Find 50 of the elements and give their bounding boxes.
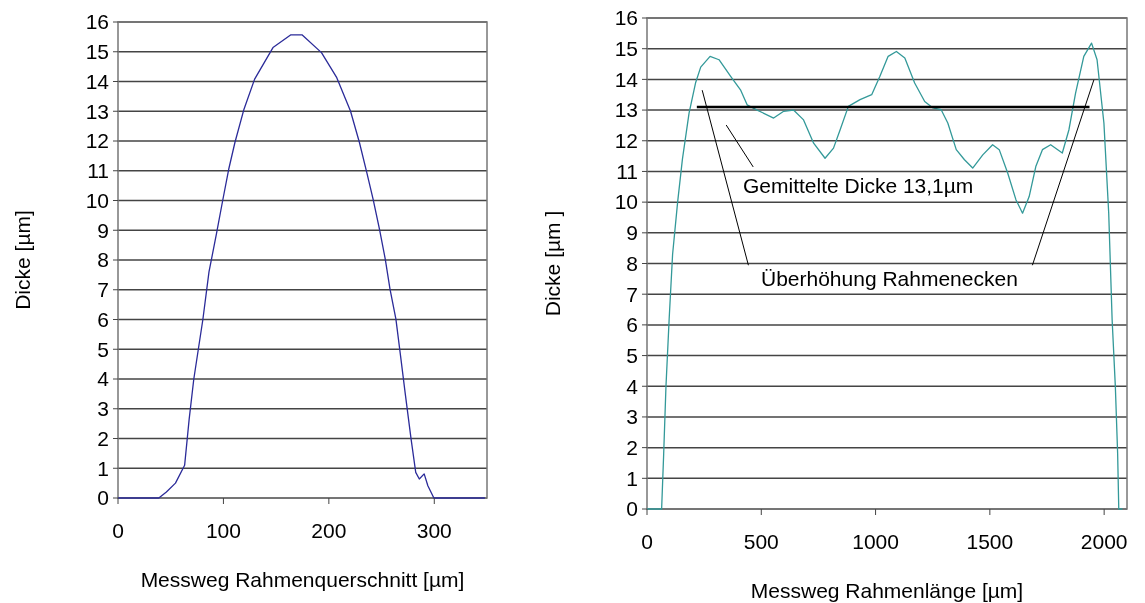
y-tick-label: 4 [626, 374, 639, 398]
y-tick-label: 7 [97, 278, 109, 302]
y-tick-label: 12 [85, 129, 109, 153]
y-tick-label: 10 [85, 188, 109, 212]
y-tick-label: 1 [97, 456, 109, 480]
y-tick-label: 1 [626, 466, 638, 490]
y-tick-label: 16 [85, 10, 109, 34]
x-tick-label: 0 [641, 530, 653, 553]
y-tick-label: 14 [614, 67, 639, 91]
x-axis-title: Messweg Rahmenlänge [µm] [750, 579, 1024, 602]
line-series [646, 42, 1124, 510]
x-tick-label: 100 [205, 519, 241, 542]
y-tick-label: 15 [85, 40, 109, 64]
x-tick-label: 0 [112, 519, 124, 542]
y-tick-label: 2 [626, 435, 638, 459]
x-tick-label: 200 [311, 519, 347, 542]
y-tick-label: 10 [614, 190, 638, 214]
y-tick-label: 3 [626, 405, 638, 429]
annotation: Gemittelte Dicke 13,1µm [743, 174, 974, 198]
x-tick-label: 1500 [966, 530, 1014, 553]
y-tick-label: 3 [97, 397, 109, 421]
y-tick-label: 13 [614, 98, 638, 122]
y-tick-label: 6 [97, 307, 109, 331]
y-tick-label: 14 [85, 69, 110, 93]
y-tick-label: 8 [97, 248, 109, 272]
y-tick-label: 2 [97, 426, 109, 450]
y-tick-label: 15 [614, 37, 638, 61]
y-tick-label: 9 [97, 218, 109, 242]
y-tick-label: 11 [87, 159, 109, 183]
x-tick-label: 1000 [852, 530, 899, 553]
y-tick-label: 7 [626, 282, 638, 306]
x-tick-label: 500 [743, 530, 779, 553]
y-tick-label: 4 [97, 367, 110, 391]
y-tick-label: 0 [97, 486, 109, 510]
y-tick-label: 8 [626, 251, 638, 275]
x-tick-label: 2000 [1080, 530, 1128, 553]
y-tick-label: 5 [97, 337, 109, 361]
x-tick-label: 300 [416, 519, 452, 542]
y-tick-label: 11 [616, 159, 638, 183]
y-tick-label: 9 [626, 221, 638, 245]
y-axis-title: Dicke [µm ] [541, 210, 564, 317]
y-tick-label: 0 [626, 497, 638, 521]
annotation: Überhöhung Rahmenecken [760, 266, 1018, 290]
y-tick-label: 16 [614, 6, 638, 30]
y-tick-label: 13 [85, 99, 109, 123]
x-axis-title: Messweg Rahmenquerschnitt [µm] [140, 568, 465, 591]
y-tick-label: 12 [614, 129, 638, 153]
y-axis-title: Dicke [µm] [11, 210, 34, 310]
y-tick-label: 5 [626, 343, 638, 367]
y-tick-label: 6 [626, 313, 638, 337]
